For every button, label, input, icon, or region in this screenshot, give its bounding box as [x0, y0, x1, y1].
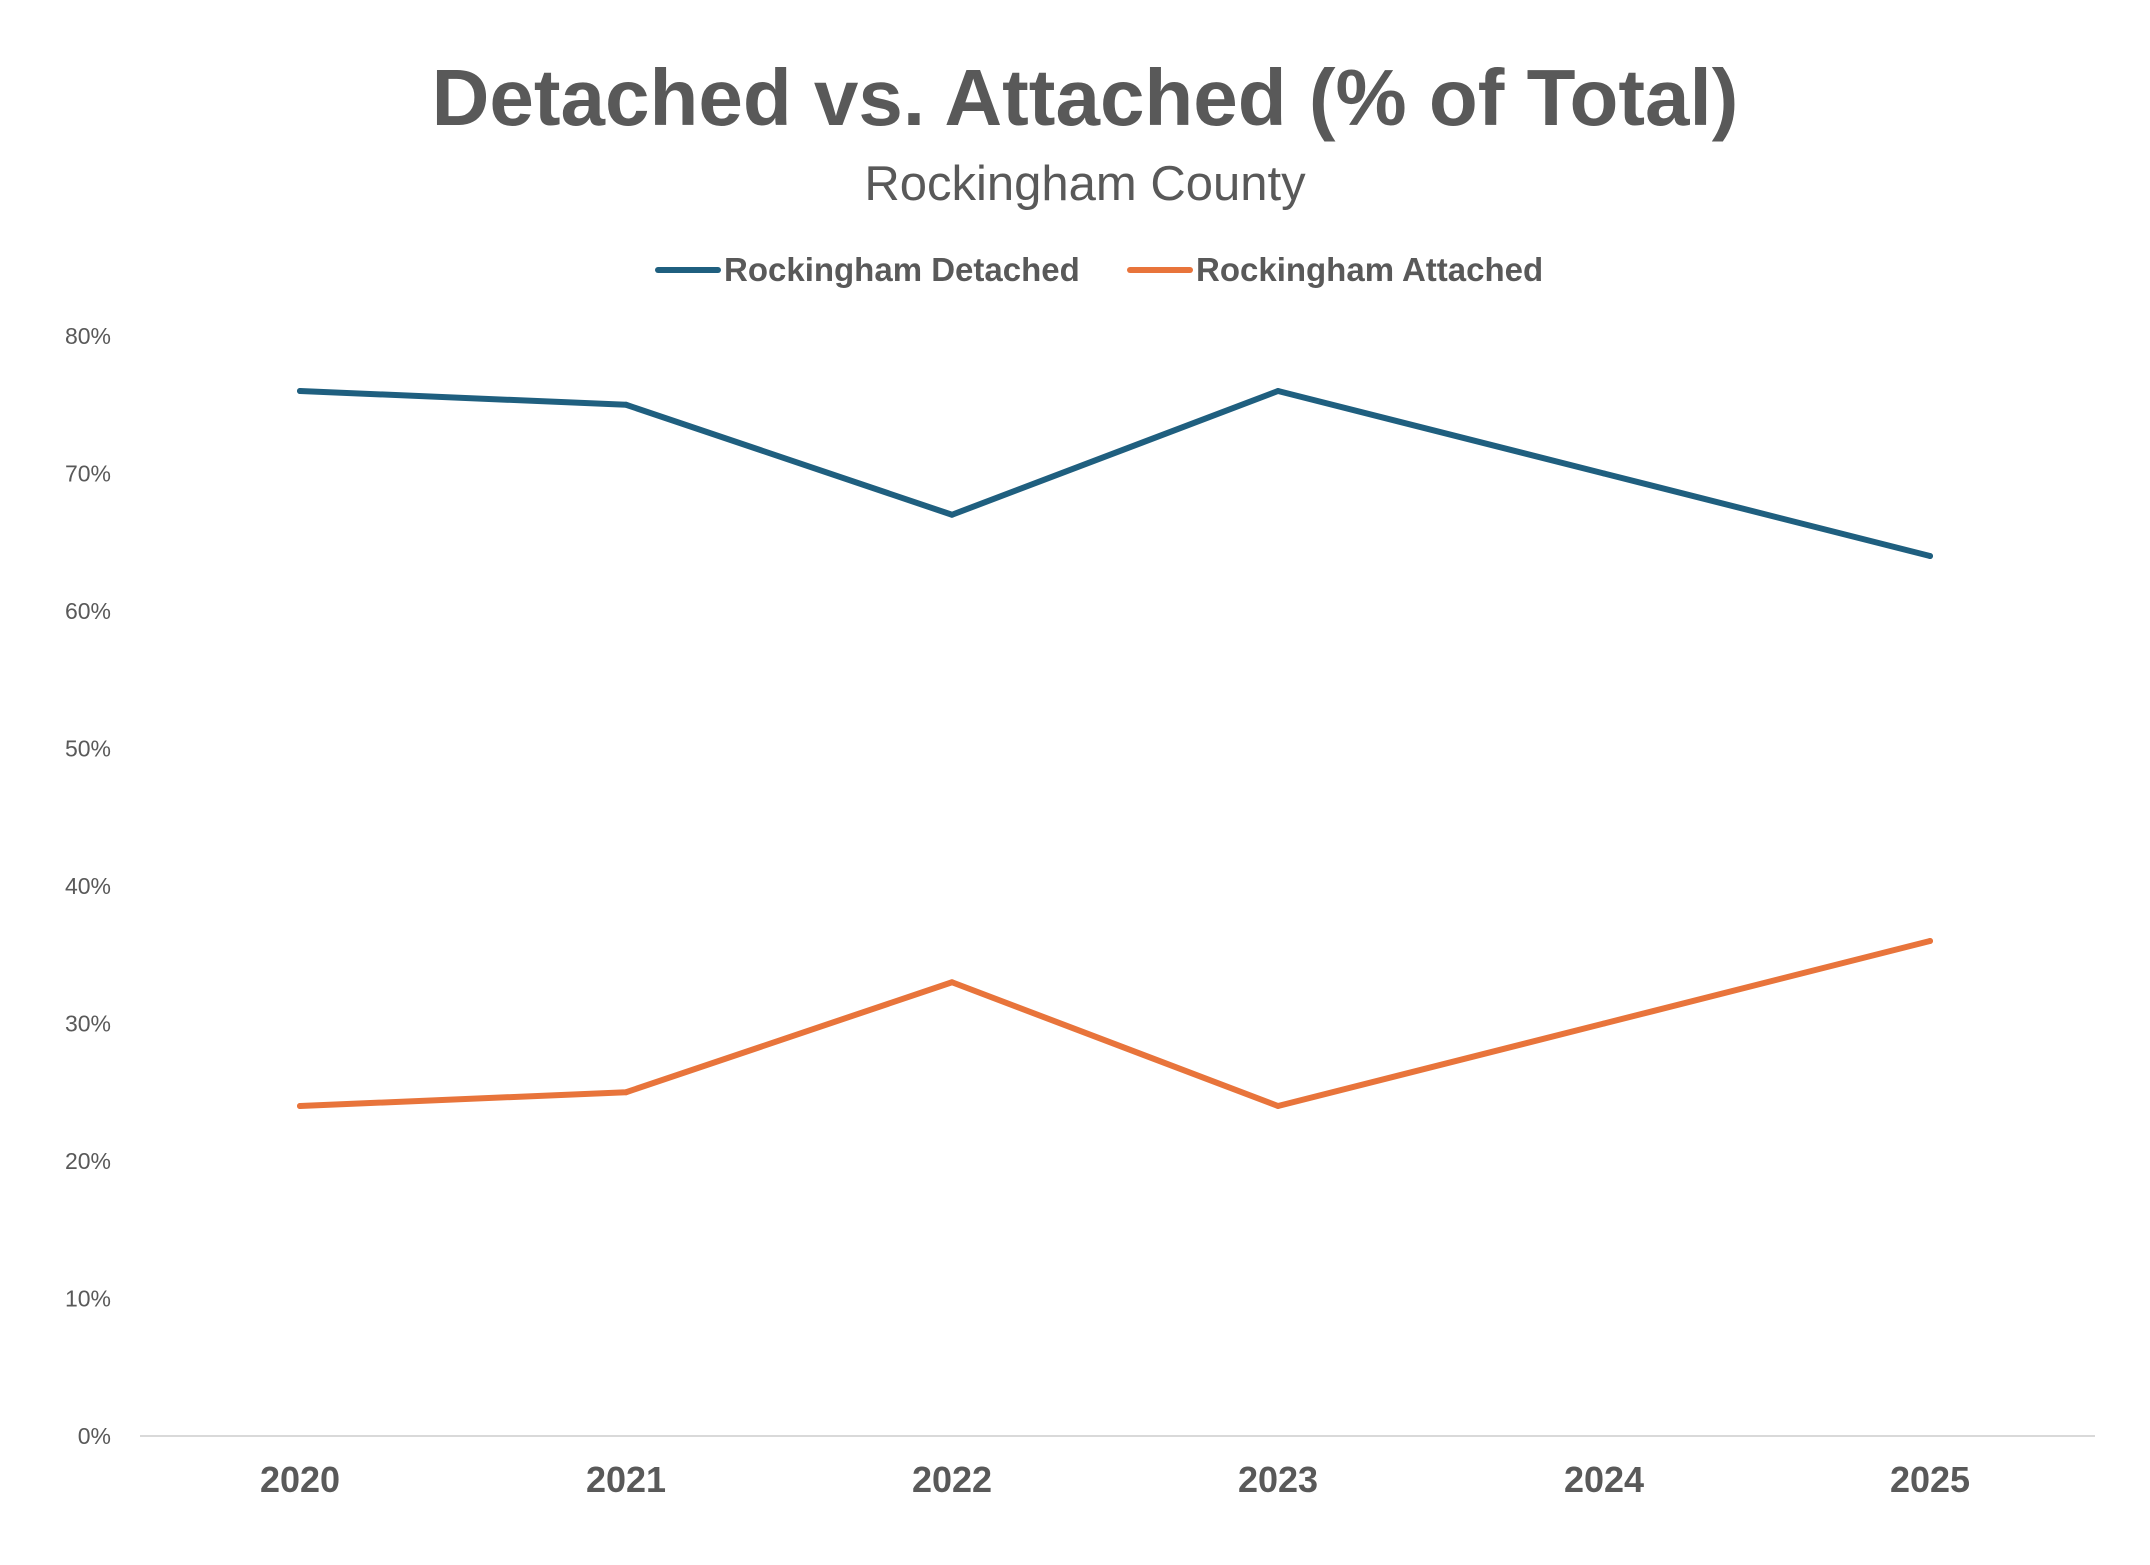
series-line-attached: [297, 938, 1933, 1109]
plot-area: [297, 388, 1933, 1109]
y-tick-label: 50%: [65, 736, 111, 762]
data-point: [623, 401, 629, 408]
x-tick-label: 2021: [586, 1459, 666, 1500]
data-point: [949, 511, 955, 518]
legend-label: Rockingham Attached: [1196, 251, 1543, 288]
chart-title: Detached vs. Attached (% of Total): [432, 53, 1739, 142]
data-point: [1927, 938, 1933, 944]
y-tick-label: 20%: [65, 1148, 111, 1174]
data-point: [623, 1089, 629, 1096]
x-axis: 2020 2021 2022 2023 2024 2025: [140, 1435, 2095, 1500]
data-point: [1275, 388, 1281, 394]
y-tick-label: 0%: [78, 1423, 111, 1449]
data-point: [297, 388, 303, 394]
x-tick-label: 2020: [260, 1459, 340, 1500]
y-tick-label: 60%: [65, 598, 111, 624]
data-point: [1927, 553, 1933, 559]
y-tick-label: 40%: [65, 873, 111, 899]
chart-subtitle: Rockingham County: [864, 157, 1306, 211]
x-tick-label: 2025: [1890, 1459, 1970, 1500]
series-line-detached: [297, 388, 1933, 559]
x-tick-label: 2022: [912, 1459, 992, 1500]
y-axis: 0% 10% 20% 30% 40% 50% 60% 70% 80%: [65, 323, 111, 1449]
x-tick-label: 2024: [1564, 1459, 1644, 1500]
legend: Rockingham Detached Rockingham Attached: [655, 251, 1543, 288]
data-point: [297, 1103, 303, 1109]
y-tick-label: 80%: [65, 323, 111, 349]
y-tick-label: 30%: [65, 1011, 111, 1037]
y-tick-label: 10%: [65, 1286, 111, 1312]
data-point: [1601, 1020, 1607, 1027]
data-point: [1601, 470, 1607, 477]
y-tick-label: 70%: [65, 461, 111, 487]
legend-label: Rockingham Detached: [724, 251, 1080, 288]
x-tick-label: 2023: [1238, 1459, 1318, 1500]
data-point: [1275, 1103, 1281, 1109]
data-point: [949, 979, 955, 986]
